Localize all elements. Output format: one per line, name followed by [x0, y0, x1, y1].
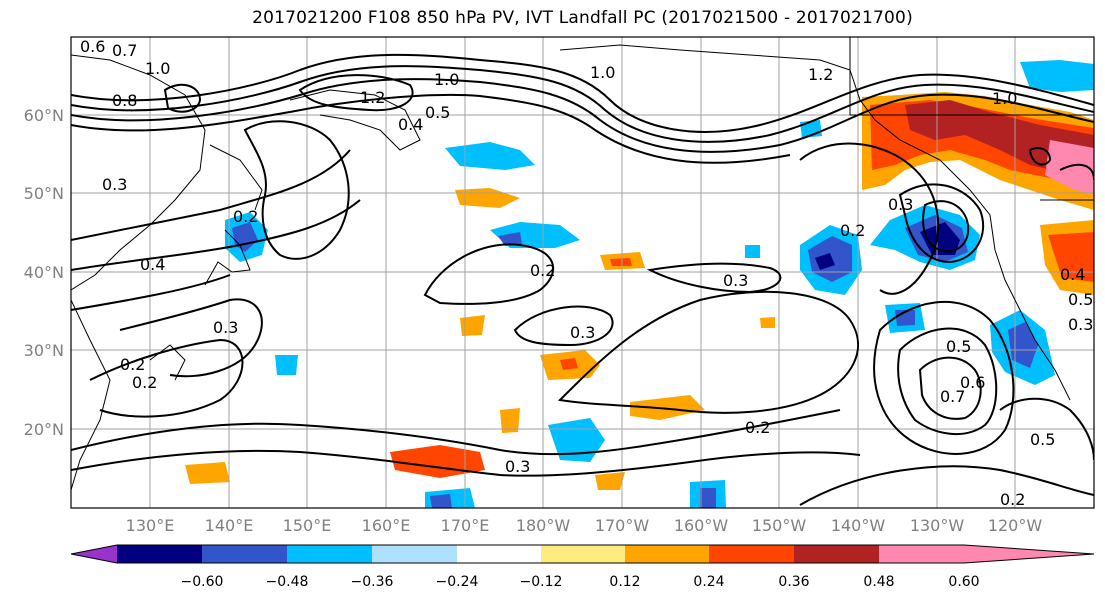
colorbar-tick-label: −0.36: [351, 574, 394, 590]
svg-text:0.6: 0.6: [960, 373, 985, 392]
colorbar-tick-label: 0.48: [863, 574, 894, 590]
svg-text:0.2: 0.2: [840, 221, 865, 240]
colorbar-swatch: [372, 545, 457, 563]
colorbar-swatch: [202, 545, 287, 563]
lon-label: 140°E: [205, 516, 254, 535]
lat-label: 30°N: [24, 341, 64, 360]
pv-shading: [185, 60, 1094, 508]
lon-label: 160°E: [362, 516, 411, 535]
svg-text:0.3: 0.3: [570, 323, 595, 342]
svg-text:0.7: 0.7: [112, 41, 137, 60]
svg-text:0.2: 0.2: [233, 207, 258, 226]
svg-text:1.0: 1.0: [992, 89, 1017, 108]
colorbar-upper-extend: [964, 545, 1094, 563]
svg-text:1.0: 1.0: [434, 70, 459, 89]
coastlines: [71, 37, 1094, 491]
lon-label: 150°E: [283, 516, 332, 535]
svg-text:0.2: 0.2: [120, 355, 145, 374]
lat-label: 50°N: [24, 184, 64, 203]
svg-text:0.4: 0.4: [398, 115, 423, 134]
svg-text:0.5: 0.5: [1068, 290, 1093, 309]
contour-labels: 0.6 0.7 1.0 0.8 1.0 1.2 1.0 1.2 1.0 0.4 …: [80, 37, 1093, 509]
lon-label: 180°W: [516, 516, 571, 535]
svg-text:1.2: 1.2: [360, 88, 385, 107]
colorbar-swatch: [541, 545, 625, 563]
svg-text:0.4: 0.4: [1060, 265, 1085, 284]
figure-title: 2017021200 F108 850 hPa PV, IVT Landfall…: [252, 8, 913, 28]
colorbar-swatch: [117, 545, 202, 563]
svg-text:1.2: 1.2: [808, 65, 833, 84]
colorbar-swatch: [287, 545, 372, 563]
svg-text:0.8: 0.8: [112, 91, 137, 110]
svg-text:1.0: 1.0: [590, 63, 615, 82]
lon-label: 130°W: [910, 516, 965, 535]
svg-text:0.5: 0.5: [425, 103, 450, 122]
colorbar-tick-label: −0.24: [436, 574, 479, 590]
svg-text:0.7: 0.7: [940, 387, 965, 406]
map-frame: [70, 36, 1095, 509]
colorbar-swatch: [625, 545, 709, 563]
colorbar-tick-label: 0.60: [948, 574, 979, 590]
svg-text:0.3: 0.3: [1068, 315, 1093, 334]
colorbar-tick-label: −0.60: [181, 574, 224, 590]
svg-text:0.5: 0.5: [946, 337, 971, 356]
svg-text:0.3: 0.3: [723, 271, 748, 290]
lon-label: 160°W: [674, 516, 729, 535]
colorbar-tick-label: 0.12: [609, 574, 640, 590]
lat-label: 40°N: [24, 263, 64, 282]
lon-label: 170°E: [441, 516, 490, 535]
svg-text:0.4: 0.4: [140, 255, 165, 274]
longitude-labels: 130°E 140°E 150°E 160°E 170°E 180°W 170°…: [126, 516, 1043, 535]
colorbar-swatch: [457, 545, 541, 563]
latitude-labels: 60°N 50°N 40°N 30°N 20°N: [24, 106, 64, 439]
colorbar-tick-labels: −0.60 −0.48 −0.36 −0.24 −0.12 0.12 0.24 …: [181, 574, 980, 590]
lon-label: 170°W: [595, 516, 650, 535]
colorbar-swatch: [794, 545, 879, 563]
colorbar-tick-label: −0.48: [266, 574, 309, 590]
graticule: [71, 37, 1094, 508]
svg-text:0.6: 0.6: [80, 37, 105, 56]
colorbar-tick-label: 0.24: [693, 574, 724, 590]
colorbar-tick-label: 0.36: [778, 574, 809, 590]
svg-text:0.2: 0.2: [1000, 490, 1025, 509]
lat-label: 60°N: [24, 106, 64, 125]
colorbar-lower-extend: [71, 545, 117, 563]
svg-text:0.5: 0.5: [1030, 430, 1055, 449]
svg-text:0.2: 0.2: [132, 373, 157, 392]
svg-text:0.2: 0.2: [530, 261, 555, 280]
svg-text:1.0: 1.0: [145, 59, 170, 78]
lon-label: 150°W: [752, 516, 807, 535]
svg-text:0.2: 0.2: [745, 418, 770, 437]
svg-text:0.3: 0.3: [888, 195, 913, 214]
colorbar-swatch: [879, 545, 964, 563]
colorbar-tick-label: −0.12: [520, 574, 563, 590]
svg-text:0.3: 0.3: [213, 318, 238, 337]
svg-text:0.3: 0.3: [505, 457, 530, 476]
svg-text:0.3: 0.3: [102, 175, 127, 194]
lon-label: 130°E: [126, 516, 175, 535]
lat-label: 20°N: [24, 420, 64, 439]
lon-label: 140°W: [831, 516, 886, 535]
pv-contours: [71, 53, 1094, 506]
lon-label: 120°W: [988, 516, 1043, 535]
colorbar-swatch: [709, 545, 794, 563]
colorbar: −0.60 −0.48 −0.36 −0.24 −0.12 0.12 0.24 …: [70, 544, 1095, 590]
